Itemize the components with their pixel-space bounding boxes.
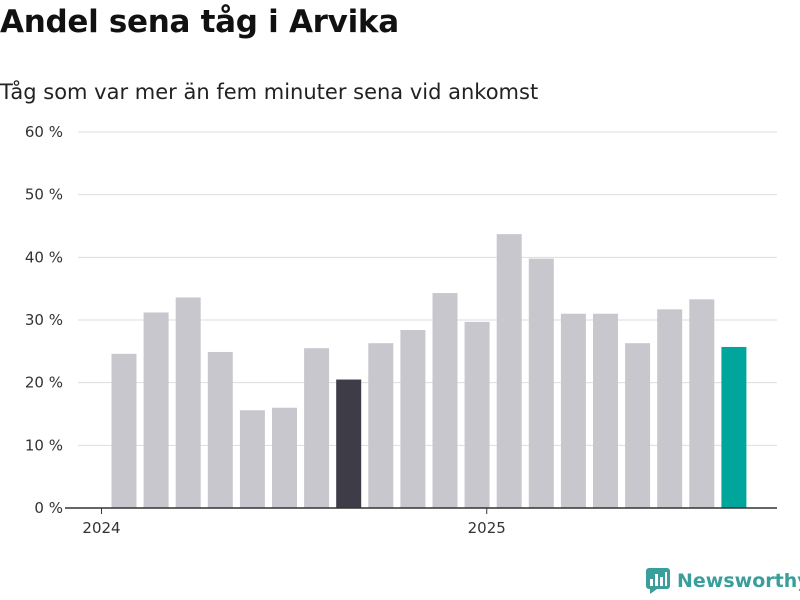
bar-2025-06: 2025-06: 31.7 % bbox=[657, 309, 683, 508]
axes: 0 % 10 % 20 % 30 % 40 % 50 % 60 % 2024 2025 bbox=[25, 123, 777, 537]
bar-2025-03: 2025-03: 31 % bbox=[560, 313, 586, 508]
x-tick-label: 2025 bbox=[468, 519, 506, 537]
bar-2024-10: 2024-10: 28.4 % bbox=[400, 330, 426, 508]
y-tick-label: 60 % bbox=[25, 123, 63, 141]
bar-2025-08: 2025-08: 25.7 % bbox=[721, 346, 747, 508]
bar-2025-02: 2025-02: 39.8 % bbox=[528, 258, 554, 508]
bar-2025-04: 2025-04: 31 % bbox=[593, 313, 618, 508]
bar-2025-07: 2025-07: 33.3 % bbox=[689, 299, 715, 508]
y-tick-label: 10 % bbox=[25, 436, 63, 454]
bars: 2024-01: 24.6 %2024-02: 31.2 %2024-03: 3… bbox=[111, 234, 747, 508]
brand-name: Newsworthy bbox=[677, 570, 800, 592]
y-tick-label: 20 % bbox=[25, 374, 63, 392]
newsworthy-logo-icon bbox=[646, 568, 670, 594]
bar-2024-01: 2024-01: 24.6 % bbox=[111, 353, 137, 508]
bar-2024-11: 2024-11: 34.3 % bbox=[432, 293, 458, 508]
bar-2024-05: 2024-05: 15.6 % bbox=[239, 410, 265, 508]
bar-2024-09: 2024-09: 26.3 % bbox=[368, 343, 394, 508]
y-tick-label: 30 % bbox=[25, 311, 63, 329]
bar-2025-05: 2025-05: 26.3 % bbox=[625, 343, 651, 508]
y-tick-label: 40 % bbox=[25, 248, 63, 266]
bar-2024-02: 2024-02: 31.2 % bbox=[143, 312, 169, 508]
bar-2024-12: 2024-12: 29.7 % bbox=[464, 321, 490, 508]
bar-2024-03: 2024-03: 33.6 % bbox=[175, 297, 201, 508]
brand-logo: Newsworthy bbox=[645, 567, 800, 595]
bar-2024-06: 2024-06: 16 % bbox=[272, 407, 297, 508]
bar-2024-08: 2024-08: 20.5 % bbox=[336, 379, 362, 508]
bar-2024-04: 2024-04: 24.9 % bbox=[207, 351, 233, 508]
bar-2025-01: 2025-01: 43.7 % bbox=[496, 234, 522, 508]
chart-title: Andel sena tåg i Arvika bbox=[0, 4, 399, 40]
y-tick-label: 0 % bbox=[34, 499, 63, 517]
y-tick-label: 50 % bbox=[25, 186, 63, 204]
chart-subtitle: Tåg som var mer än fem minuter sena vid … bbox=[0, 80, 539, 104]
x-tick-label: 2024 bbox=[82, 519, 120, 537]
bar-2024-07: 2024-07: 25.5 % bbox=[304, 348, 330, 508]
